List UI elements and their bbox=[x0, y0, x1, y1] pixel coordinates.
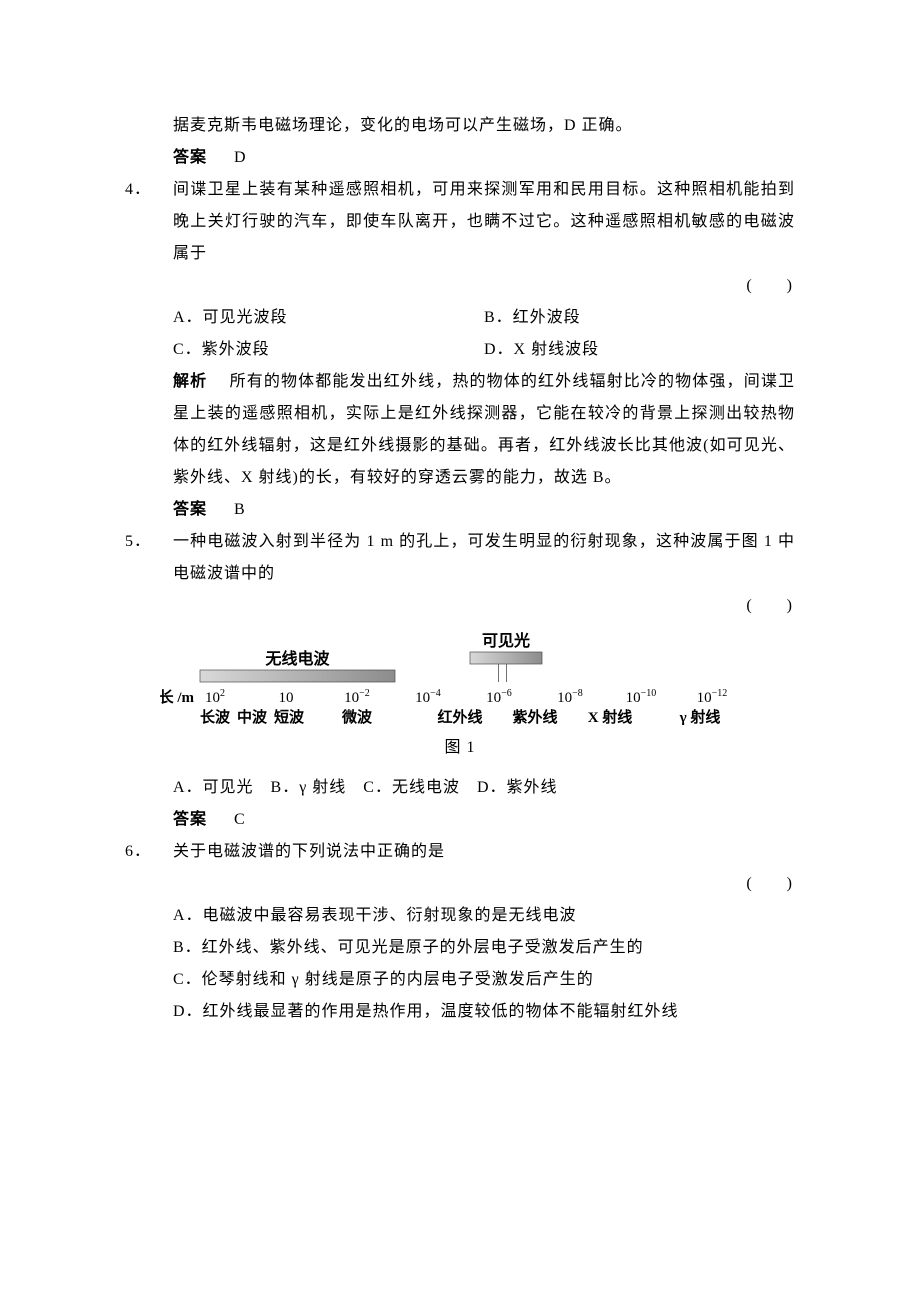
svg-text:微波: 微波 bbox=[341, 708, 373, 726]
q5-paren: ( ) bbox=[125, 590, 795, 622]
svg-text:紫外线: 紫外线 bbox=[512, 708, 557, 726]
q3-answer-line: 答案 D bbox=[173, 142, 795, 174]
svg-text:γ 射线: γ 射线 bbox=[679, 708, 721, 726]
q4: 4． 间谍卫星上装有某种遥感照相机，可用来探测军用和民用目标。这种照相机能拍到晚… bbox=[125, 174, 795, 270]
svg-text:中波: 中波 bbox=[237, 708, 268, 726]
svg-text:X 射线: X 射线 bbox=[588, 708, 633, 726]
q5-answer-spacer bbox=[212, 811, 229, 828]
q4-options-row2: C．紫外波段 D．X 射线波段 bbox=[173, 334, 795, 366]
svg-text:10: 10 bbox=[279, 690, 294, 706]
q5-answer-line: 答案 C bbox=[173, 804, 795, 836]
svg-text:10−8: 10−8 bbox=[557, 688, 583, 706]
svg-text:10−6: 10−6 bbox=[486, 688, 512, 706]
q6-number: 6． bbox=[125, 836, 173, 868]
q3-answer-value: D bbox=[234, 149, 247, 166]
q4-option-d: D．X 射线波段 bbox=[484, 334, 795, 366]
spectrum-diagram: 可见光无线电波波长 /m 102 10 10−2 10−4 10−6 10−8 10−10 10… bbox=[160, 630, 760, 730]
q5-answer-label: 答案 bbox=[173, 811, 207, 828]
svg-text:无线电波: 无线电波 bbox=[264, 649, 330, 668]
q5-figure-caption: 图 1 bbox=[125, 732, 795, 764]
q5-answer-value: C bbox=[234, 811, 246, 828]
svg-text:10−2: 10−2 bbox=[344, 688, 370, 706]
q3-continuation: 据麦克斯韦电磁场理论，变化的电场可以产生磁场，D 正确。 bbox=[173, 110, 795, 142]
q4-option-c: C．紫外波段 bbox=[173, 334, 484, 366]
q3-answer-spacer bbox=[212, 149, 229, 166]
svg-text:10−4: 10−4 bbox=[415, 688, 441, 706]
q4-answer-line: 答案 B bbox=[173, 494, 795, 526]
q4-explain-label: 解析 bbox=[173, 373, 207, 390]
q4-option-a: A．可见光波段 bbox=[173, 302, 484, 334]
q5-figure: 可见光无线电波波长 /m 102 10 10−2 10−4 10−6 10−8 10−10 10… bbox=[125, 630, 795, 764]
svg-text:102: 102 bbox=[205, 688, 225, 706]
q4-answer-value: B bbox=[234, 501, 246, 518]
q4-paren: ( ) bbox=[125, 270, 795, 302]
svg-text:10−12: 10−12 bbox=[697, 688, 728, 706]
q6-stem: 关于电磁波谱的下列说法中正确的是 bbox=[173, 836, 795, 868]
q6-option-a: A．电磁波中最容易表现干涉、衍射现象的是无线电波 bbox=[173, 900, 795, 932]
q6-option-b: B．红外线、紫外线、可见光是原子的外层电子受激发后产生的 bbox=[173, 932, 795, 964]
svg-text:10−10: 10−10 bbox=[626, 688, 657, 706]
q4-number: 4． bbox=[125, 174, 173, 270]
q5: 5． 一种电磁波入射到半径为 1 m 的孔上，可发生明显的衍射现象，这种波属于图… bbox=[125, 526, 795, 590]
q5-options: A．可见光 B．γ 射线 C．无线电波 D．紫外线 bbox=[173, 772, 795, 804]
q6-paren: ( ) bbox=[125, 868, 795, 900]
q4-explain-text: 所有的物体都能发出红外线，热的物体的红外线辐射比冷的物体强，间谍卫星上装的遥感照… bbox=[173, 373, 795, 486]
q4-explain-spacer bbox=[212, 373, 229, 390]
q4-answer-spacer bbox=[212, 501, 229, 518]
svg-text:短波: 短波 bbox=[274, 708, 305, 726]
svg-text:红外线: 红外线 bbox=[437, 708, 482, 726]
svg-text:波长 /m: 波长 /m bbox=[160, 688, 194, 706]
q5-stem: 一种电磁波入射到半径为 1 m 的孔上，可发生明显的衍射现象，这种波属于图 1 … bbox=[173, 526, 795, 590]
q4-answer-label: 答案 bbox=[173, 501, 207, 518]
q4-options-row1: A．可见光波段 B．红外波段 bbox=[173, 302, 795, 334]
q6-option-d: D．红外线最显著的作用是热作用，温度较低的物体不能辐射红外线 bbox=[173, 996, 795, 1028]
q4-explain: 解析 所有的物体都能发出红外线，热的物体的红外线辐射比冷的物体强，间谍卫星上装的… bbox=[173, 366, 795, 494]
svg-text:长波: 长波 bbox=[200, 708, 231, 726]
q6-option-c: C．伦琴射线和 γ 射线是原子的内层电子受激发后产生的 bbox=[173, 964, 795, 996]
q5-number: 5． bbox=[125, 526, 173, 590]
svg-text:可见光: 可见光 bbox=[482, 631, 530, 650]
q6: 6． 关于电磁波谱的下列说法中正确的是 bbox=[125, 836, 795, 868]
q4-stem: 间谍卫星上装有某种遥感照相机，可用来探测军用和民用目标。这种照相机能拍到晚上关灯… bbox=[173, 174, 795, 270]
q4-option-b: B．红外波段 bbox=[484, 302, 795, 334]
q3-answer-label: 答案 bbox=[173, 149, 207, 166]
